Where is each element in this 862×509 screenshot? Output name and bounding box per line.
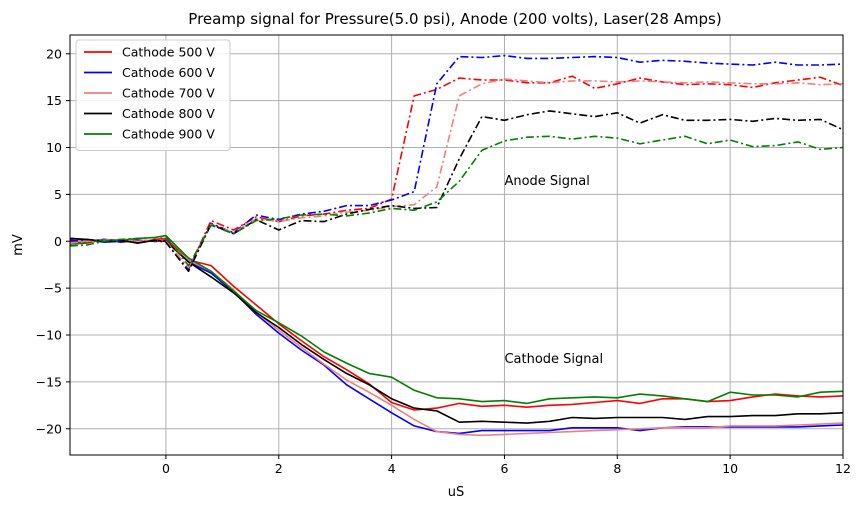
legend-label: Cathode 600 V bbox=[122, 65, 215, 80]
x-tick-label: 10 bbox=[722, 461, 738, 476]
legend-box bbox=[75, 39, 231, 151]
x-axis-label: uS bbox=[448, 485, 465, 500]
annotation-text: Anode Signal bbox=[504, 174, 589, 189]
y-tick-label: 20 bbox=[46, 46, 62, 61]
legend: Cathode 500 V Cathode 600 V Cathode 700 V C… bbox=[75, 39, 231, 151]
anode-series-line-7 bbox=[69, 78, 844, 269]
y-tick-label: 5 bbox=[54, 187, 62, 202]
annotation-layer: Anode Signal Cathode Signal bbox=[504, 174, 603, 367]
y-tick-label: 15 bbox=[46, 93, 62, 108]
y-tick-label: −5 bbox=[44, 281, 62, 296]
legend-label: Cathode 700 V bbox=[122, 86, 215, 101]
x-tick-label: 8 bbox=[613, 461, 621, 476]
y-tick-label: −15 bbox=[36, 374, 62, 389]
chart-title: Preamp signal for Pressure(5.0 psi), Ano… bbox=[188, 10, 721, 28]
tick-layer: 0 2 4 6 8 10 12 −20 −15 −10 −5 0 5 10 15 20 bbox=[36, 46, 851, 476]
anode-series-line-8 bbox=[69, 110, 844, 273]
grid-layer bbox=[70, 35, 844, 455]
series-layer bbox=[69, 54, 844, 437]
legend-label: Cathode 900 V bbox=[122, 127, 215, 142]
y-tick-label: 10 bbox=[46, 140, 62, 155]
y-tick-label: −10 bbox=[36, 328, 62, 343]
y-tick-label: −20 bbox=[36, 421, 62, 436]
annotation-text: Cathode Signal bbox=[504, 352, 603, 367]
plot-frame bbox=[69, 34, 844, 456]
cathode-series-line-4 bbox=[69, 234, 844, 405]
legend-label: Cathode 800 V bbox=[122, 106, 215, 121]
y-axis-label: mV bbox=[11, 234, 26, 256]
legend-label: Cathode 500 V bbox=[122, 45, 215, 60]
x-tick-label: 6 bbox=[500, 461, 508, 476]
x-tick-label: 2 bbox=[275, 461, 283, 476]
x-tick-label: 4 bbox=[388, 461, 396, 476]
anode-series-line-9 bbox=[69, 135, 844, 267]
y-tick-label: 0 bbox=[54, 234, 62, 249]
x-tick-label: 0 bbox=[162, 461, 170, 476]
x-tick-label: 12 bbox=[835, 461, 851, 476]
